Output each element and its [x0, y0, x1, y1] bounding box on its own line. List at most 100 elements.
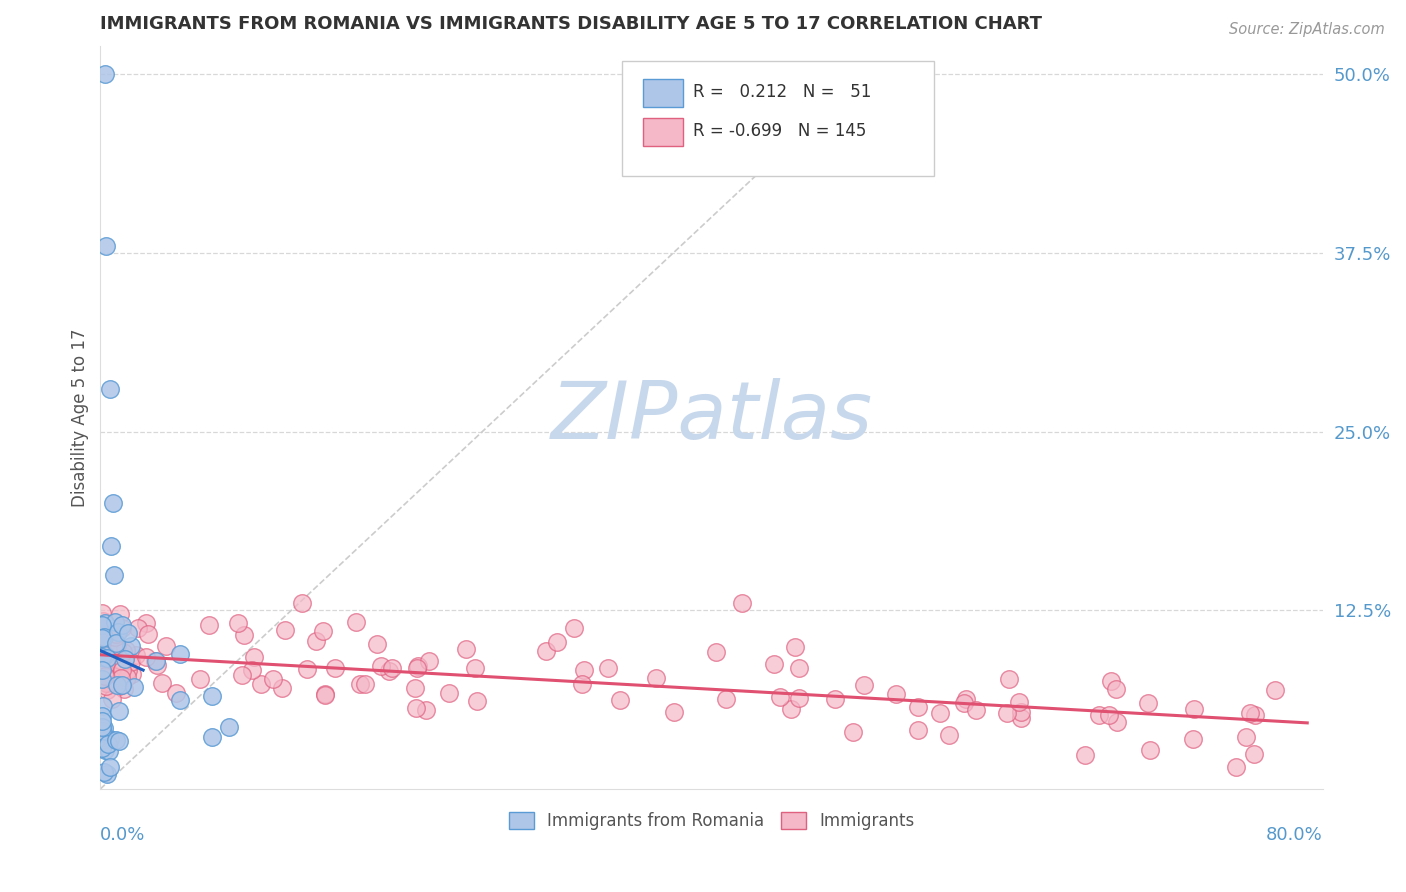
Point [240, 663, 263, 677]
Point [312, 624, 335, 638]
Point [467, 693, 489, 707]
Point [96, 676, 118, 690]
Point [562, 621, 585, 635]
Point [90, 635, 112, 649]
Point [842, 725, 865, 739]
Point [1239, 706, 1261, 721]
Point [1244, 707, 1267, 722]
Point [105, 678, 128, 692]
Point [378, 664, 401, 678]
Point [271, 681, 294, 695]
Point [197, 618, 219, 632]
Point [90, 663, 112, 677]
Point [93, 648, 115, 662]
Point [955, 691, 977, 706]
Point [90, 624, 112, 638]
Point [787, 691, 810, 706]
Point [297, 663, 319, 677]
Point [406, 661, 429, 675]
Point [94, 646, 117, 660]
Point [107, 624, 129, 639]
Point [938, 728, 960, 742]
Point [349, 677, 371, 691]
Point [1010, 705, 1032, 719]
Point [96, 239, 118, 253]
Point [98, 744, 121, 758]
Point [354, 676, 377, 690]
Point [96, 651, 118, 665]
Point [98, 760, 121, 774]
Point [1008, 695, 1031, 709]
Point [100, 673, 122, 687]
Point [366, 637, 388, 651]
Legend: Immigrants from Romania, Immigrants: Immigrants from Romania, Immigrants [502, 805, 921, 837]
Point [953, 696, 976, 710]
Point [534, 644, 557, 658]
Point [125, 648, 148, 662]
Point [114, 643, 136, 657]
Point [122, 680, 145, 694]
Point [415, 703, 437, 717]
Point [90, 726, 112, 740]
Point [97, 676, 120, 690]
Point [108, 704, 131, 718]
Point [105, 636, 128, 650]
Point [96, 767, 118, 781]
Point [104, 733, 127, 747]
Point [111, 678, 134, 692]
Point [93, 648, 115, 663]
Point [1243, 747, 1265, 761]
Point [762, 657, 785, 671]
Point [1264, 683, 1286, 698]
Point [598, 661, 620, 675]
Point [644, 671, 666, 685]
Point [232, 627, 254, 641]
Point [91, 649, 114, 664]
Point [90, 714, 112, 728]
Point [1139, 743, 1161, 757]
Point [344, 615, 367, 630]
Point [107, 734, 129, 748]
Point [662, 706, 685, 720]
Point [108, 647, 131, 661]
Point [997, 672, 1019, 686]
Point [91, 606, 114, 620]
Text: R = -0.699   N = 145: R = -0.699 N = 145 [693, 122, 866, 140]
Point [94, 67, 117, 81]
Point [94, 743, 117, 757]
Point [93, 630, 115, 644]
Point [824, 692, 846, 706]
Point [93, 721, 115, 735]
Point [907, 700, 929, 714]
Point [381, 661, 404, 675]
Point [111, 618, 134, 632]
Point [136, 626, 159, 640]
Point [94, 666, 117, 681]
Point [90, 720, 112, 734]
Text: IMMIGRANTS FROM ROMANIA VS IMMIGRANTS DISABILITY AGE 5 TO 17 CORRELATION CHART: IMMIGRANTS FROM ROMANIA VS IMMIGRANTS DI… [100, 15, 1042, 33]
Point [731, 596, 754, 610]
Point [218, 720, 240, 734]
Point [1098, 707, 1121, 722]
Point [1105, 681, 1128, 696]
Point [110, 657, 132, 671]
Point [226, 616, 249, 631]
Point [104, 627, 127, 641]
Point [1088, 708, 1111, 723]
Text: ZIPatlas: ZIPatlas [550, 378, 873, 457]
Point [96, 644, 118, 658]
Point [464, 661, 486, 675]
Point [250, 677, 273, 691]
Point [91, 614, 114, 628]
Bar [643, 79, 683, 107]
Point [145, 654, 167, 668]
Point [609, 692, 631, 706]
Point [90, 741, 112, 756]
Point [155, 639, 177, 653]
Point [97, 625, 120, 640]
Point [93, 616, 115, 631]
Point [91, 699, 114, 714]
Point [93, 764, 115, 779]
Text: 80.0%: 80.0% [1265, 826, 1323, 844]
FancyBboxPatch shape [623, 61, 934, 176]
